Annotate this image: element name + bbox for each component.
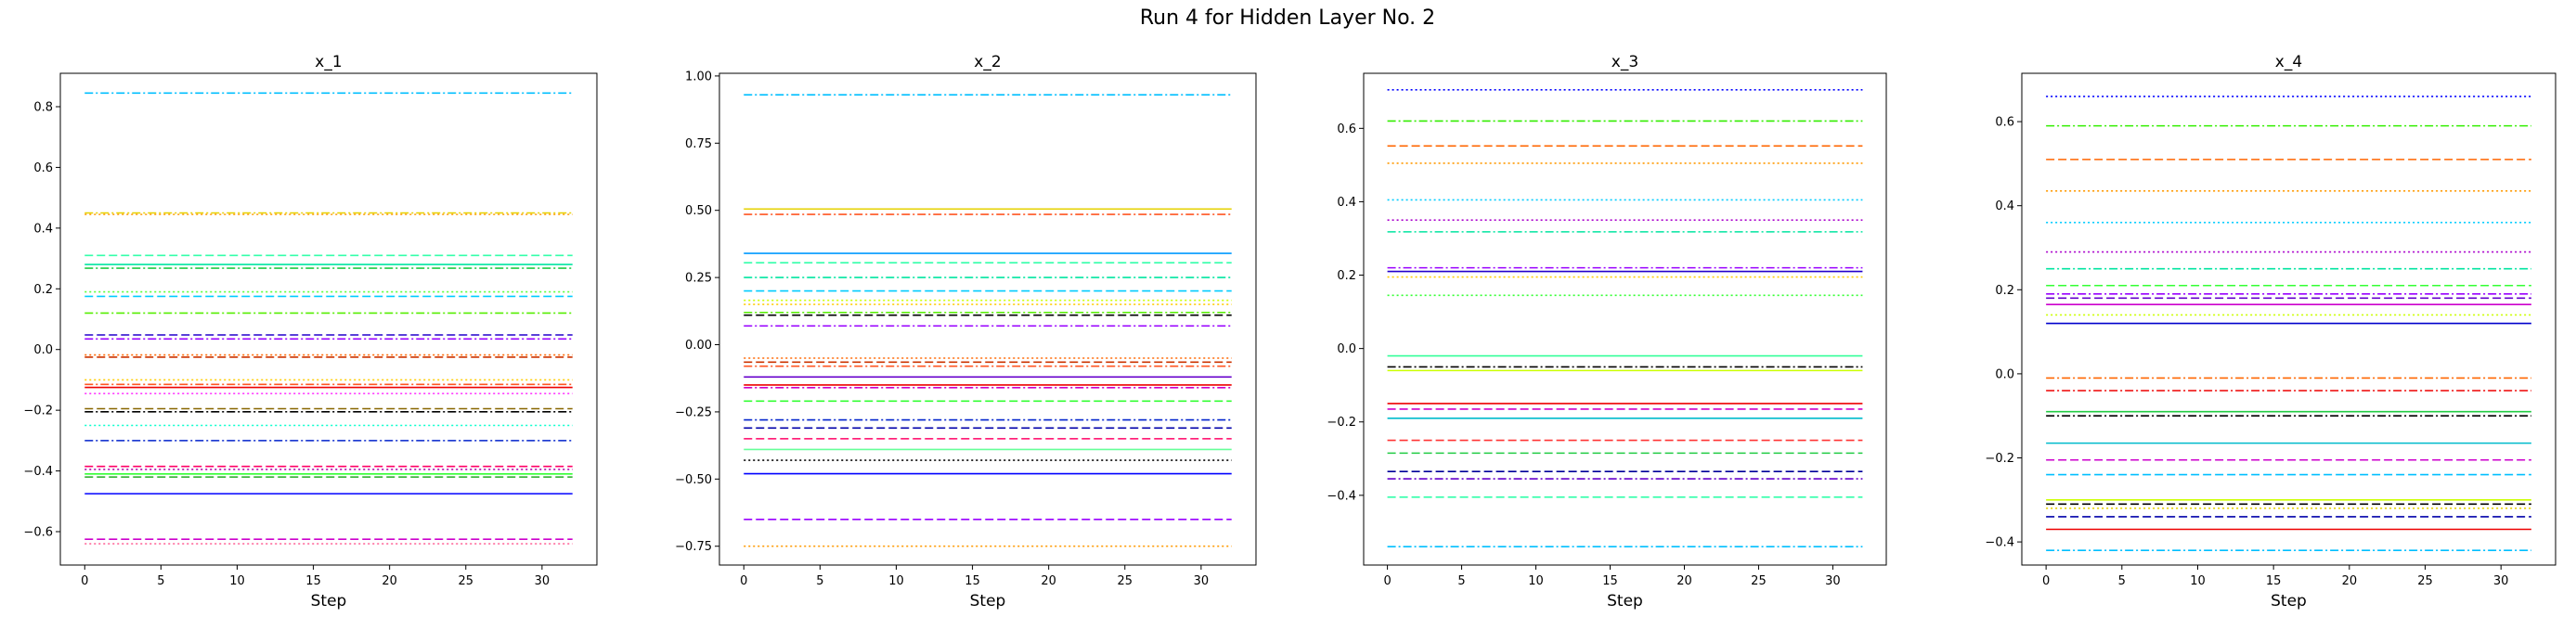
x-tick-label: 25 <box>459 574 474 588</box>
x-tick-label: 10 <box>1528 574 1544 588</box>
y-tick-label: 0.0 <box>1337 342 1356 356</box>
x-tick-label: 0 <box>2042 574 2050 588</box>
subplot-title: x_4 <box>2275 53 2302 71</box>
x-tick-label: 30 <box>1825 574 1841 588</box>
plot-frame <box>59 72 598 566</box>
x-tick-label: 15 <box>964 574 980 588</box>
y-tick-label: −0.25 <box>675 405 712 419</box>
x-tick-label: 0 <box>1383 574 1391 588</box>
x-tick-label: 5 <box>157 574 164 588</box>
y-tick-label: 0.2 <box>33 283 53 297</box>
x-tick-label: 5 <box>816 574 823 588</box>
series-group <box>2046 96 2531 551</box>
y-tick-label: −0.75 <box>675 540 712 554</box>
x-tick-label: 25 <box>1118 574 1133 588</box>
x-tick-label: 15 <box>2266 574 2282 588</box>
x-axis-label: Step <box>311 592 347 611</box>
x-axis-label: Step <box>2271 592 2307 611</box>
y-tick-label: 0.2 <box>1995 284 2014 298</box>
subplot-title: x_3 <box>1612 53 1638 71</box>
x-tick-label: 10 <box>2190 574 2206 588</box>
y-tick-label: 0.0 <box>1995 367 2014 381</box>
y-tick-label: −0.6 <box>23 526 53 540</box>
x-tick-label: 15 <box>305 574 321 588</box>
y-tick-label: 1.00 <box>685 70 712 84</box>
x-tick-label: 25 <box>1751 574 1767 588</box>
y-tick-label: 0.25 <box>685 272 712 286</box>
y-tick-label: −0.4 <box>1985 536 2014 550</box>
x-axis-label: Step <box>970 592 1006 611</box>
y-tick-label: −0.4 <box>1327 489 1356 503</box>
y-tick-label: −0.50 <box>675 473 712 487</box>
y-tick-label: 0.50 <box>685 204 712 218</box>
x-tick-label: 15 <box>1602 574 1618 588</box>
series-group <box>1387 88 1863 548</box>
y-tick-label: 0.6 <box>1995 116 2014 130</box>
subplot-3: 0 5 10 15 20 25 30 −0.4 −0.2 0.0 0.2 0.4 0.6 x_3 Step <box>1327 53 1887 611</box>
x-tick-label: 5 <box>1457 574 1465 588</box>
y-tick-label: −0.2 <box>1985 452 2014 466</box>
y-tick-label: 0.6 <box>1337 122 1356 136</box>
y-tick-label: 0.00 <box>685 339 712 353</box>
series-group <box>84 92 573 545</box>
x-tick-label: 20 <box>1041 574 1056 588</box>
y-tick-label: 0.4 <box>1995 199 2014 213</box>
subplot-1: 0 5 10 15 20 25 30 −0.6 −0.4 −0.2 0.0 0.2 0.4 0.6 0.8 x… <box>23 53 598 611</box>
y-tick-label: 0.4 <box>33 222 53 236</box>
x-tick-label: 30 <box>1194 574 1210 588</box>
subplot-title: x_2 <box>974 53 1001 71</box>
subplot-title: x_1 <box>315 53 342 71</box>
plot-frame <box>718 72 1257 566</box>
y-tick-label: 0.4 <box>1337 196 1356 210</box>
x-tick-label: 20 <box>382 574 397 588</box>
subplot-2: 0 5 10 15 20 25 30 −0.75 −0.50 −0.25 0.00 0.25 0.50 0… <box>675 53 1257 611</box>
y-tick-label: 0.8 <box>33 100 53 114</box>
x-tick-label: 10 <box>888 574 904 588</box>
y-tick-label: 0.0 <box>33 343 53 357</box>
x-tick-label: 0 <box>740 574 747 588</box>
subplot-4: 0 5 10 15 20 25 30 −0.4 −0.2 0.0 0.2 0.4 0.6 x_4 Step <box>1985 53 2557 611</box>
figure-title: Run 4 for Hidden Layer No. 2 <box>1140 6 1435 30</box>
x-axis-label: Step <box>1607 592 1643 611</box>
x-tick-label: 10 <box>229 574 245 588</box>
y-tick-label: 0.2 <box>1337 269 1356 283</box>
y-tick-label: −0.2 <box>1327 416 1356 430</box>
x-tick-label: 20 <box>1676 574 1692 588</box>
series-group <box>744 94 1232 547</box>
x-tick-label: 20 <box>2342 574 2358 588</box>
plot-frame <box>1363 72 1887 566</box>
x-tick-label: 30 <box>2493 574 2509 588</box>
y-tick-label: 0.6 <box>33 161 53 175</box>
plot-frame <box>2021 72 2557 566</box>
x-tick-label: 30 <box>535 574 550 588</box>
x-tick-label: 5 <box>2118 574 2126 588</box>
y-tick-label: 0.75 <box>685 137 712 151</box>
x-tick-label: 25 <box>2417 574 2433 588</box>
y-tick-label: −0.4 <box>23 465 53 479</box>
y-tick-label: −0.2 <box>23 405 53 418</box>
x-tick-label: 0 <box>81 574 88 588</box>
